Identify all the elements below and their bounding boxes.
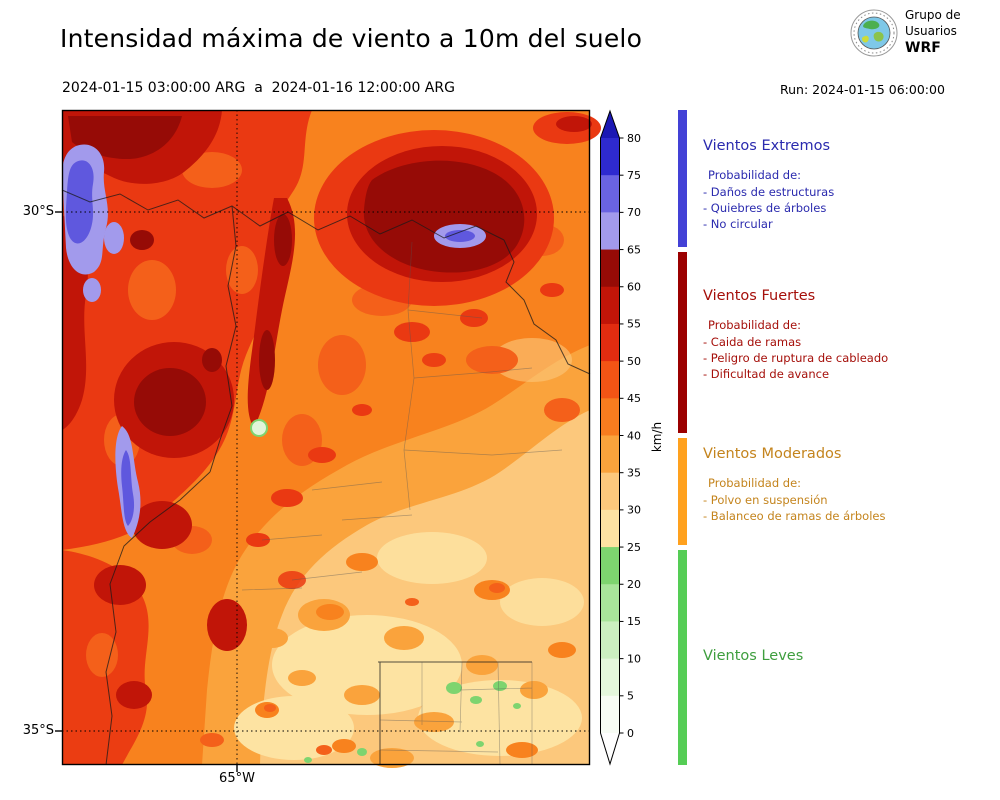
svg-text:60: 60: [627, 281, 641, 294]
legend-item: - Peligro de ruptura de cableado: [703, 351, 889, 365]
legend-prob-label: Probabilidad de:: [708, 318, 802, 332]
svg-text:15: 15: [627, 615, 641, 628]
svg-text:75: 75: [627, 169, 641, 182]
legend-strip-leves: [678, 550, 687, 765]
legend-section-extremos: Vientos Extremos Probabilidad de: - Daño…: [703, 138, 834, 232]
svg-text:45: 45: [627, 392, 641, 405]
legend-section-title: Vientos Leves: [703, 648, 804, 664]
legend-strip: [678, 110, 687, 765]
page-title: Intensidad máxima de viento a 10m del su…: [60, 24, 643, 53]
svg-text:0: 0: [627, 727, 634, 740]
svg-text:25: 25: [627, 541, 641, 554]
legend-section-fuertes: Vientos Fuertes Probabilidad de: - Caida…: [703, 288, 888, 382]
valid-period: 2024-01-15 03:00:00 ARG a 2024-01-16 12:…: [62, 80, 455, 96]
wind-intensity-map: [55, 109, 601, 772]
legend-item: - Caida de ramas: [703, 335, 802, 349]
legend-section-title: Vientos Moderados: [703, 446, 842, 462]
axis-tick-marks: [55, 211, 238, 772]
map-wind-field: [62, 110, 601, 768]
extreme-wind-patches: [62, 144, 486, 538]
lat-label-30s: 30°S: [22, 204, 54, 219]
logo-line2: Usuarios: [905, 23, 957, 38]
legend-strip-extremos: [678, 110, 687, 247]
legend-item: - Quiebres de árboles: [703, 201, 827, 215]
svg-text:50: 50: [627, 355, 641, 368]
legend-strip-moderados: [678, 438, 687, 545]
svg-text:40: 40: [627, 429, 641, 442]
legend-prob-label: Probabilidad de:: [708, 476, 802, 490]
model-run-label: Run: 2024-01-15 06:00:00: [780, 82, 945, 97]
legend-section-title: Vientos Extremos: [703, 138, 831, 154]
logo-text: Grupo de Usuarios WRF: [905, 8, 961, 57]
svg-text:80: 80: [627, 132, 641, 145]
legend-strip-fuertes: [678, 252, 687, 433]
calm-wind-specks: [304, 681, 521, 763]
lon-label-65w: 65°W: [219, 771, 255, 786]
svg-text:30: 30: [627, 504, 641, 517]
svg-text:20: 20: [627, 578, 641, 591]
colorbar: 80 75 70 65 60 55 50 45 40 35 30 25 20 15 10 5 0: [600, 109, 656, 766]
lat-label-35s: 35°S: [22, 723, 54, 738]
map-frame: [61, 109, 591, 766]
logo-line1: Grupo de: [905, 8, 961, 22]
legend-section-moderados: Vientos Moderados Probabilidad de: - Pol…: [703, 446, 885, 524]
svg-text:10: 10: [627, 652, 641, 665]
svg-text:55: 55: [627, 318, 641, 331]
svg-text:65: 65: [627, 243, 641, 256]
logo-wrf: WRF: [905, 40, 941, 57]
svg-text:70: 70: [627, 206, 641, 219]
province-borders: [61, 189, 591, 766]
wrf-users-group-logo: Grupo de Usuarios WRF: [850, 8, 961, 57]
legend-item: - No circular: [703, 217, 773, 231]
legend-item: - Dificultad de avance: [703, 367, 830, 381]
svg-text:5: 5: [627, 690, 634, 703]
department-borders: [241, 241, 563, 766]
legend-item: - Daños de estructuras: [703, 185, 835, 199]
graticule: [62, 110, 590, 765]
legend-item: - Polvo en suspensión: [703, 493, 828, 507]
map-panel: [55, 109, 601, 772]
legend-item: - Balanceo de ramas de árboles: [703, 509, 886, 523]
colorbar-unit-label: km/h: [650, 421, 664, 453]
legend-section-leves: Vientos Leves: [703, 648, 803, 678]
legend-prob-label: Probabilidad de:: [708, 168, 802, 182]
svg-text:35: 35: [627, 466, 641, 479]
wrf-globe-icon: [850, 9, 898, 57]
legend-section-title: Vientos Fuertes: [703, 288, 816, 304]
